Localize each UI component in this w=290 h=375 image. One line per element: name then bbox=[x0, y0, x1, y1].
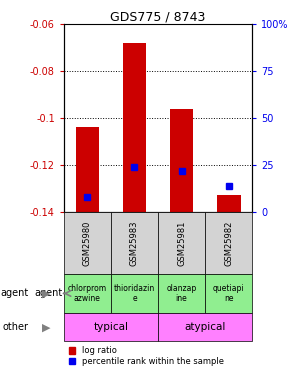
Text: ▶: ▶ bbox=[42, 322, 50, 332]
Bar bbox=[217, 195, 240, 212]
Text: chlorprom
azwine: chlorprom azwine bbox=[68, 284, 107, 303]
Title: GDS775 / 8743: GDS775 / 8743 bbox=[110, 10, 206, 23]
Text: olanzap
ine: olanzap ine bbox=[166, 284, 197, 303]
Text: atypical: atypical bbox=[184, 322, 226, 332]
Text: typical: typical bbox=[93, 322, 128, 332]
Bar bbox=[158, 313, 252, 341]
Bar bbox=[64, 274, 111, 313]
Text: agent: agent bbox=[35, 288, 63, 298]
Bar bbox=[111, 212, 158, 274]
Bar bbox=[158, 274, 205, 313]
Bar bbox=[76, 128, 99, 212]
Text: other: other bbox=[3, 322, 29, 332]
Text: GSM25980: GSM25980 bbox=[83, 220, 92, 266]
Bar bbox=[170, 109, 193, 212]
Text: ▶: ▶ bbox=[42, 288, 50, 298]
Bar bbox=[205, 274, 252, 313]
Bar bbox=[158, 212, 205, 274]
Bar bbox=[123, 43, 146, 212]
Bar bbox=[205, 212, 252, 274]
Bar bbox=[111, 274, 158, 313]
Text: quetiapi
ne: quetiapi ne bbox=[213, 284, 244, 303]
Text: GSM25982: GSM25982 bbox=[224, 220, 233, 266]
Legend: log ratio, percentile rank within the sample: log ratio, percentile rank within the sa… bbox=[68, 345, 225, 367]
Text: thioridazin
e: thioridazin e bbox=[114, 284, 155, 303]
Text: agent: agent bbox=[1, 288, 29, 298]
Bar bbox=[64, 212, 111, 274]
Bar bbox=[64, 313, 158, 341]
Text: GSM25981: GSM25981 bbox=[177, 220, 186, 266]
Text: GSM25983: GSM25983 bbox=[130, 220, 139, 266]
